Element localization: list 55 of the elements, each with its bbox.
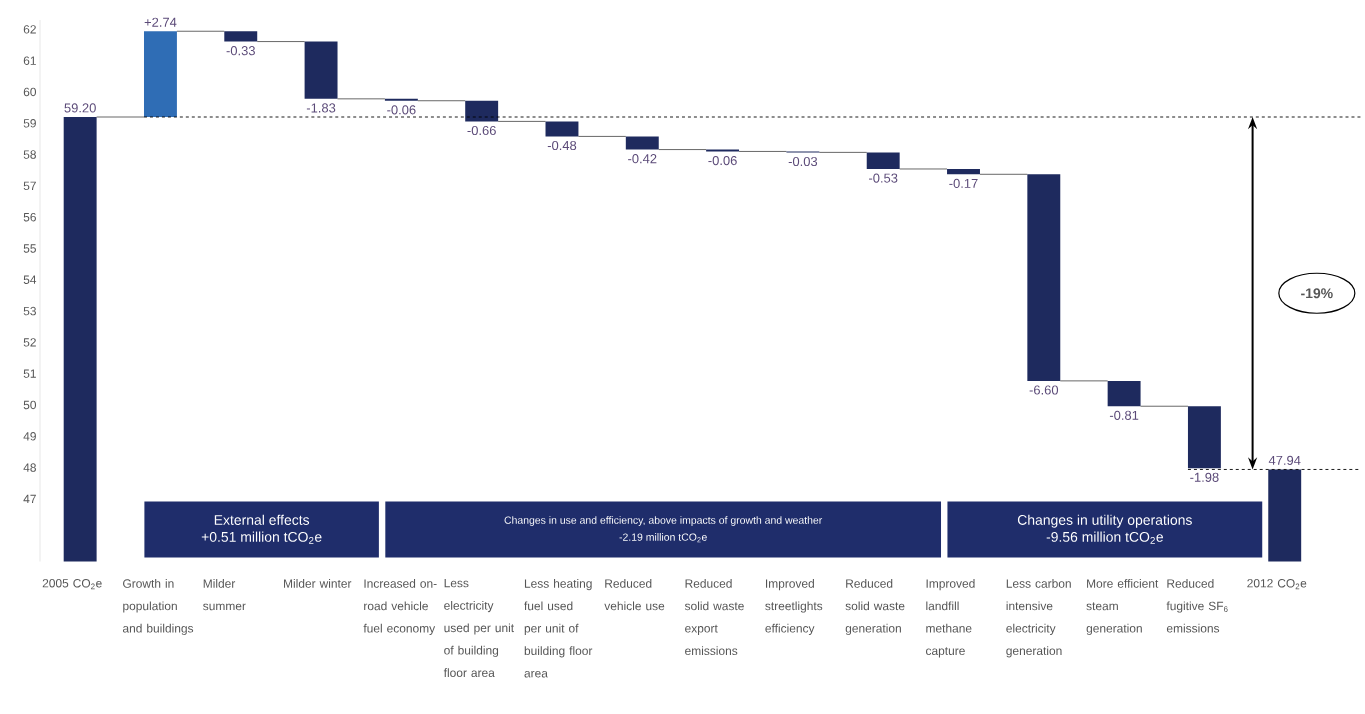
data-label: 59.20 xyxy=(64,103,96,113)
data-label: -0.42 xyxy=(628,154,657,164)
x-tick-label: Milder winter xyxy=(284,579,352,588)
data-label: -0.48 xyxy=(547,140,577,151)
x-tick-label: Improved streetlights efficiency xyxy=(765,579,823,635)
annotation: +0.51 million tCO$_{2}$e xyxy=(201,531,322,544)
data-label: -0.66 xyxy=(467,125,496,136)
data-label: -1.98 xyxy=(1190,472,1219,482)
y-tick-label: 50 xyxy=(23,400,37,410)
x-tick-label: 2005 CO$_{2}$e xyxy=(42,579,102,590)
y-tick-label: 51 xyxy=(23,369,36,378)
annotation: External effects xyxy=(214,514,310,525)
x-tick-label: 2012 CO$_{2}$e xyxy=(1247,579,1307,590)
category-label: Reduced fugitive SF$_{6}$ emissions xyxy=(1166,579,1228,633)
annotation: -9.56 million tCO$_{2}$e xyxy=(1046,531,1163,544)
category-label: Reduced solid waste export emissions xyxy=(684,579,744,656)
data-label: -0.06 xyxy=(387,105,416,115)
x-tick-label: Reduced solid waste generation xyxy=(845,579,905,635)
x-tick-label: Growth in population and buildings xyxy=(122,579,194,635)
y-tick-label: 60 xyxy=(23,87,37,97)
x-tick-label: Reduced vehicle use xyxy=(604,579,665,611)
x-tick-label: Less heating fuel used per unit of building floor area xyxy=(524,579,593,678)
y-tick-label: 57 xyxy=(23,181,36,191)
x-tick-label: Increased on-road vehicle fuel economy xyxy=(363,579,437,635)
data-label: -0.81 xyxy=(1109,410,1139,420)
y-tick-label: 55 xyxy=(23,244,36,253)
y-tick-label: 62 xyxy=(23,25,36,34)
y-tick-label: 58 xyxy=(23,150,36,159)
y-tick-label: 53 xyxy=(23,306,36,316)
data-label: -0.03 xyxy=(788,156,818,167)
y-tick-label: 56 xyxy=(23,212,36,222)
y-tick-label: 52 xyxy=(23,338,36,347)
data-label: -0.06 xyxy=(708,155,737,166)
y-tick-label: 49 xyxy=(23,432,36,441)
data-label: -0.17 xyxy=(949,178,978,188)
x-tick-label: Less carbon intensive electricity generation xyxy=(1006,579,1071,658)
category-label: More efficient steam generation xyxy=(1086,579,1159,635)
annotation: -19% xyxy=(1301,288,1333,299)
data-label: 47.94 xyxy=(1268,455,1301,465)
annotation: -2.19 million tCO$_{2}$e xyxy=(619,533,707,543)
data-label: -0.53 xyxy=(869,173,898,183)
annotation: Changes in use and efficiency, above impacts of growth and weather xyxy=(504,516,823,526)
x-tick-label: Less electricity used per unit of building floor area xyxy=(443,579,515,677)
data-label: -0.33 xyxy=(226,46,255,56)
y-tick-label: 59 xyxy=(23,119,36,128)
data-label: -6.60 xyxy=(1029,385,1059,395)
data-label: +2.74 xyxy=(144,17,177,27)
y-tick-label: 48 xyxy=(23,463,36,472)
y-tick-label: 61 xyxy=(23,56,36,65)
data-label: -1.83 xyxy=(306,103,336,113)
category-label: Improved landfill methane capture xyxy=(926,579,975,658)
y-tick-label: 47 xyxy=(23,494,36,503)
category-label: Milder summer xyxy=(203,579,246,611)
annotation: Changes in utility operations xyxy=(1017,514,1192,528)
y-tick-label: 54 xyxy=(23,275,37,284)
